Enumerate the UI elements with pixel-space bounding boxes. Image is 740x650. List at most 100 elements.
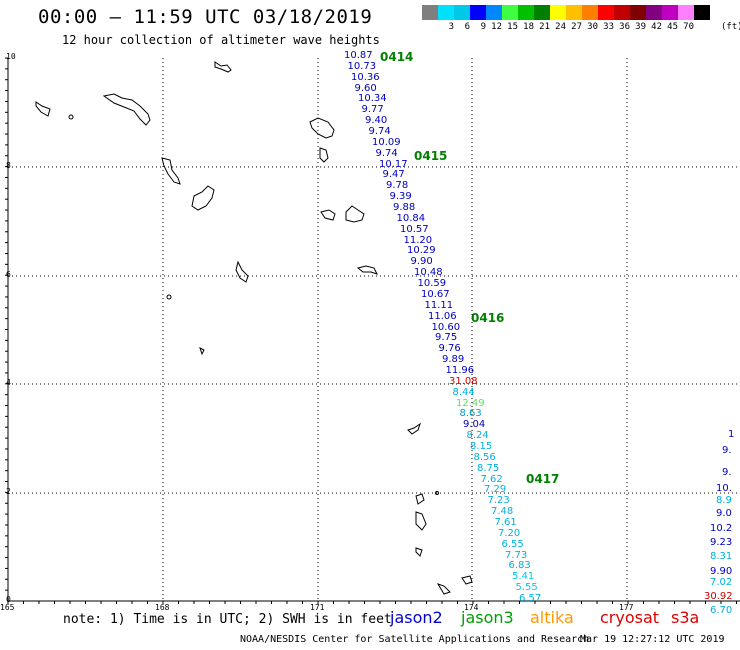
tick-marks <box>5 57 737 604</box>
wave-height-reading: 10. <box>716 483 732 494</box>
wave-height-reading: 10.17 <box>379 158 408 170</box>
wave-height-reading: 9.88 <box>393 202 416 214</box>
lon-label: 177 <box>619 603 634 612</box>
wave-height-reading: 10.59 <box>417 278 447 290</box>
colorbar-swatch <box>646 5 662 20</box>
colorbar-swatch <box>582 5 598 20</box>
lon-label: 174 <box>464 603 479 612</box>
wave-height-reading: 9.90 <box>410 256 433 268</box>
colorbar-label: 30 <box>587 22 598 32</box>
legend-entry-jason2: jason2 <box>390 608 443 627</box>
wave-height-reading: 1 <box>728 429 735 440</box>
wave-height-reading: 9.40 <box>365 115 388 127</box>
colorbar-label: 3 <box>448 22 454 32</box>
wave-height-reading: 9.89 <box>442 354 465 366</box>
wave-height-reading: 10.87 <box>344 50 373 61</box>
pass-time-label: 0415 <box>414 149 448 163</box>
colorbar-unit: (ft) <box>721 22 740 32</box>
wave-height-reading: 30.92 <box>704 591 733 602</box>
lat-label: 0 <box>6 595 11 604</box>
wave-height-reading: 9.90 <box>710 566 733 577</box>
wave-height-reading: 7.73 <box>505 549 528 561</box>
colorbar-label: 9 <box>480 22 486 32</box>
wave-height-reading: 11.20 <box>403 234 433 246</box>
wave-height-reading: 9. <box>722 467 732 478</box>
wave-height-reading: 10.2 <box>710 523 733 534</box>
pass-time-label: 0417 <box>526 472 560 486</box>
wave-height-reading: 9.39 <box>389 191 412 203</box>
colorbar-label: 36 <box>619 22 630 32</box>
wave-height-reading: 7.02 <box>710 577 733 588</box>
colorbar-labels: 3 6 9 12 15 18 21 24 27 30 33 36 39 42 45 70 <box>422 22 694 32</box>
wave-height-reading: 31.08 <box>449 375 478 387</box>
wave-height-reading: 10.60 <box>431 321 461 333</box>
colorbar-swatch <box>614 5 630 20</box>
wave-height-reading: 6.70 <box>710 605 733 616</box>
colorbar-swatch <box>502 5 518 20</box>
wave-height-reading: 7.48 <box>491 506 514 518</box>
wave-height-reading: 8.44 <box>452 386 475 398</box>
wave-height-reading: 7.61 <box>494 516 517 528</box>
map-title: 00:00 – 11:59 UTC 03/18/2019 <box>38 6 373 28</box>
wave-height-reading: 11.96 <box>445 364 475 376</box>
wave-height-reading: 9.0 <box>716 508 732 519</box>
wave-height-reading: 10.73 <box>347 60 377 72</box>
wave-height-reading: 8.15 <box>470 440 493 452</box>
lat-label: 8 <box>6 161 11 170</box>
wave-height-reading: 8.63 <box>459 408 482 420</box>
colorbar-label: 45 <box>667 22 678 32</box>
colorbar-swatch <box>534 5 550 20</box>
colorbar-swatch <box>470 5 486 20</box>
colorbar-swatch <box>518 5 534 20</box>
colorbar-swatch <box>678 5 694 20</box>
wave-height-reading: 10.09 <box>372 136 401 148</box>
lon-label: 165 <box>0 603 15 612</box>
graticule <box>8 58 740 601</box>
lon-label: 171 <box>310 603 325 612</box>
wave-height-reading: 11.11 <box>424 299 454 311</box>
wave-height-reading: 8.31 <box>710 551 733 562</box>
colorbar-label: 12 <box>491 22 502 32</box>
colorbar-swatch <box>486 5 502 20</box>
wave-height-reading: 9.74 <box>368 126 391 138</box>
wave-height-reading: 6.57 <box>519 593 542 604</box>
colorbar-label: 18 <box>523 22 534 32</box>
colorbar-swatch <box>422 5 438 20</box>
wave-height-reading: 8.9 <box>716 495 732 506</box>
wave-height-reading: 9.74 <box>375 147 398 159</box>
colorbar-swatch <box>662 5 678 20</box>
wave-height-reading: 6.55 <box>501 538 524 550</box>
colorbar-label: 33 <box>603 22 614 32</box>
wave-height-reading: 10.36 <box>351 71 380 83</box>
wave-height-reading: 10.84 <box>396 212 426 224</box>
footer-timestamp: Mar 19 12:27:12 UTC 2019 <box>580 634 725 645</box>
lat-label: 4 <box>6 378 11 387</box>
lat-label: 6 <box>6 270 11 279</box>
wave-height-reading: 9.78 <box>386 180 409 192</box>
colorbar-swatch <box>438 5 454 20</box>
colorbar-label: 15 <box>507 22 518 32</box>
island-outlines <box>35 61 473 595</box>
footer-credit: NOAA/NESDIS Center for Satellite Applica… <box>240 634 590 645</box>
colorbar-label: 24 <box>555 22 566 32</box>
wave-height-reading: 10.34 <box>358 93 387 105</box>
lon-label: 168 <box>155 603 170 612</box>
wave-height-reading: 10.29 <box>407 245 436 257</box>
legend-entry-jason3: jason3 <box>461 608 514 627</box>
colorbar-swatch <box>694 5 710 20</box>
colorbar-label: 42 <box>651 22 662 32</box>
legend-entry-s3a: s3a <box>671 608 700 627</box>
wave-height-reading: 5.41 <box>512 571 535 583</box>
colorbar-swatch <box>454 5 470 20</box>
wave-height-reading: 10.48 <box>414 267 443 279</box>
wave-height-reading: 9.47 <box>382 169 405 181</box>
wave-height-reading: 6.83 <box>508 560 531 572</box>
wave-height-reading: 5.55 <box>515 582 538 594</box>
colorbar-swatch <box>550 5 566 20</box>
pass-time-label: 0414 <box>380 50 414 64</box>
wave-height-reading: 7.20 <box>498 527 521 539</box>
wave-height-reading: 7.62 <box>480 473 503 485</box>
wave-height-reading: 12.49 <box>456 397 485 409</box>
wave-height-reading: 7.29 <box>484 484 507 496</box>
